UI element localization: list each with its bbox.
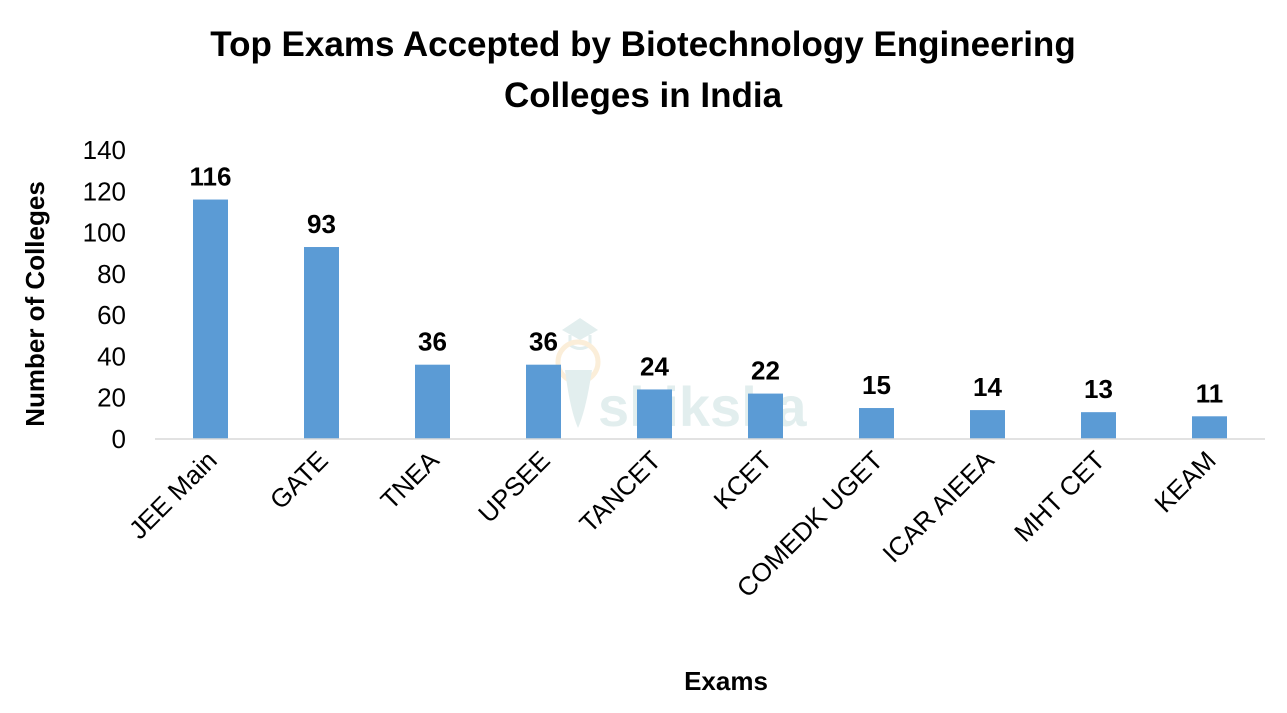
data-labels: 116 93 36 36 24 22 15 14 13 11 [190, 162, 1224, 409]
bar-value-label: 14 [973, 372, 1002, 402]
bar [193, 199, 228, 439]
bar [1081, 412, 1116, 439]
y-tick-label: 140 [83, 135, 126, 165]
x-tick-label: TNEA [374, 445, 445, 516]
bar-value-label: 116 [190, 162, 232, 192]
y-tick-label: 60 [97, 300, 126, 330]
y-tick-label: 0 [112, 424, 126, 454]
x-tick-label: KCET [707, 445, 777, 515]
bar-value-label: 22 [751, 356, 780, 386]
bar-value-label: 24 [640, 351, 669, 381]
y-tick-label: 20 [97, 383, 126, 413]
bars [193, 199, 1227, 439]
bar-value-label: 36 [418, 327, 447, 357]
y-tick-label: 80 [97, 259, 126, 289]
bar-value-label: 13 [1084, 374, 1113, 404]
bar [859, 408, 894, 439]
bar [1192, 416, 1227, 439]
bar [970, 410, 1005, 439]
bar-value-label: 36 [529, 327, 558, 357]
bar [415, 364, 450, 439]
bar-value-label: 93 [307, 209, 336, 239]
bar-value-label: 11 [1196, 378, 1224, 408]
y-axis-ticks: 0 20 40 60 80 100 120 140 [83, 135, 126, 454]
y-axis-label: Number of Colleges [20, 181, 50, 427]
bar-value-label: 15 [862, 370, 891, 400]
x-tick-label: ICAR AIEEA [876, 445, 1000, 569]
x-axis-label: Exams [684, 666, 768, 696]
bar [526, 364, 561, 439]
x-tick-label: MHT CET [1008, 445, 1111, 548]
chart-title-line-1: Top Exams Accepted by Biotechnology Engi… [210, 25, 1075, 64]
x-tick-label: UPSEE [472, 445, 556, 529]
bar [748, 393, 783, 439]
x-tick-label: KEAM [1148, 445, 1221, 518]
x-tick-label: GATE [264, 445, 334, 515]
x-tick-label: TANCET [573, 445, 666, 538]
x-tick-label: JEE Main [123, 445, 223, 545]
y-tick-label: 120 [83, 176, 126, 206]
bar [304, 247, 339, 439]
bar [637, 389, 672, 439]
chart-title-line-2: Colleges in India [504, 76, 783, 115]
y-tick-label: 40 [97, 341, 126, 371]
y-tick-label: 100 [83, 218, 126, 248]
